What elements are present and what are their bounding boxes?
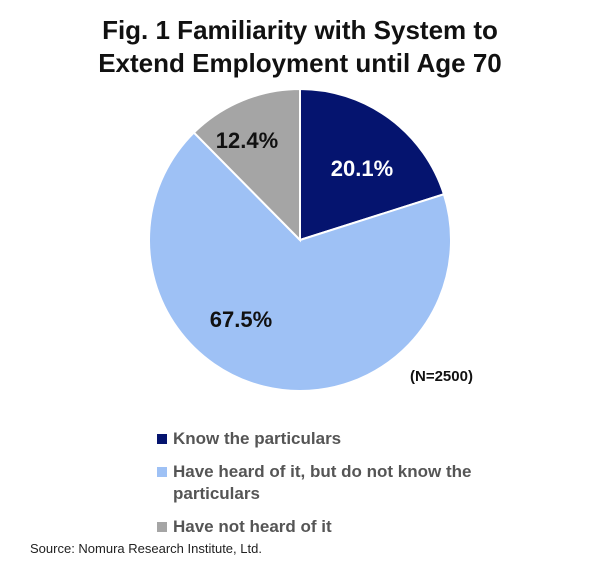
legend-item-know: Know the particulars (157, 428, 493, 450)
chart-title-line-2: Extend Employment until Age 70 (98, 48, 502, 78)
chart-title-line-1: Fig. 1 Familiarity with System to (102, 15, 498, 45)
pie-slice-know (299, 87, 446, 242)
data-label-heard: 67.5% (210, 307, 272, 332)
legend-swatch-know (157, 434, 167, 444)
source-note: Source: Nomura Research Institute, Ltd. (30, 541, 262, 556)
legend-label-not-heard: Have not heard of it (173, 517, 332, 536)
legend-label-heard: Have heard of it, but do not know the pa… (173, 462, 472, 503)
legend-label-know: Know the particulars (173, 429, 342, 448)
data-label-not-heard: 12.4% (216, 128, 278, 153)
pie-chart: 20.1% 67.5% 12.4% (148, 87, 452, 392)
pie-slice-heard (148, 131, 452, 392)
chart-title: Fig. 1 Familiarity with System to Extend… (0, 14, 600, 80)
legend-item-not-heard: Have not heard of it (157, 516, 493, 538)
sample-size-note: (N=2500) (410, 368, 473, 385)
legend-item-heard: Have heard of it, but do not know the pa… (157, 461, 493, 505)
pie-slice-not-heard (192, 87, 301, 243)
data-label-know: 20.1% (331, 156, 393, 181)
legend-swatch-heard (157, 467, 167, 477)
legend-swatch-not-heard (157, 522, 167, 532)
legend: Know the particulars Have heard of it, b… (157, 428, 493, 549)
